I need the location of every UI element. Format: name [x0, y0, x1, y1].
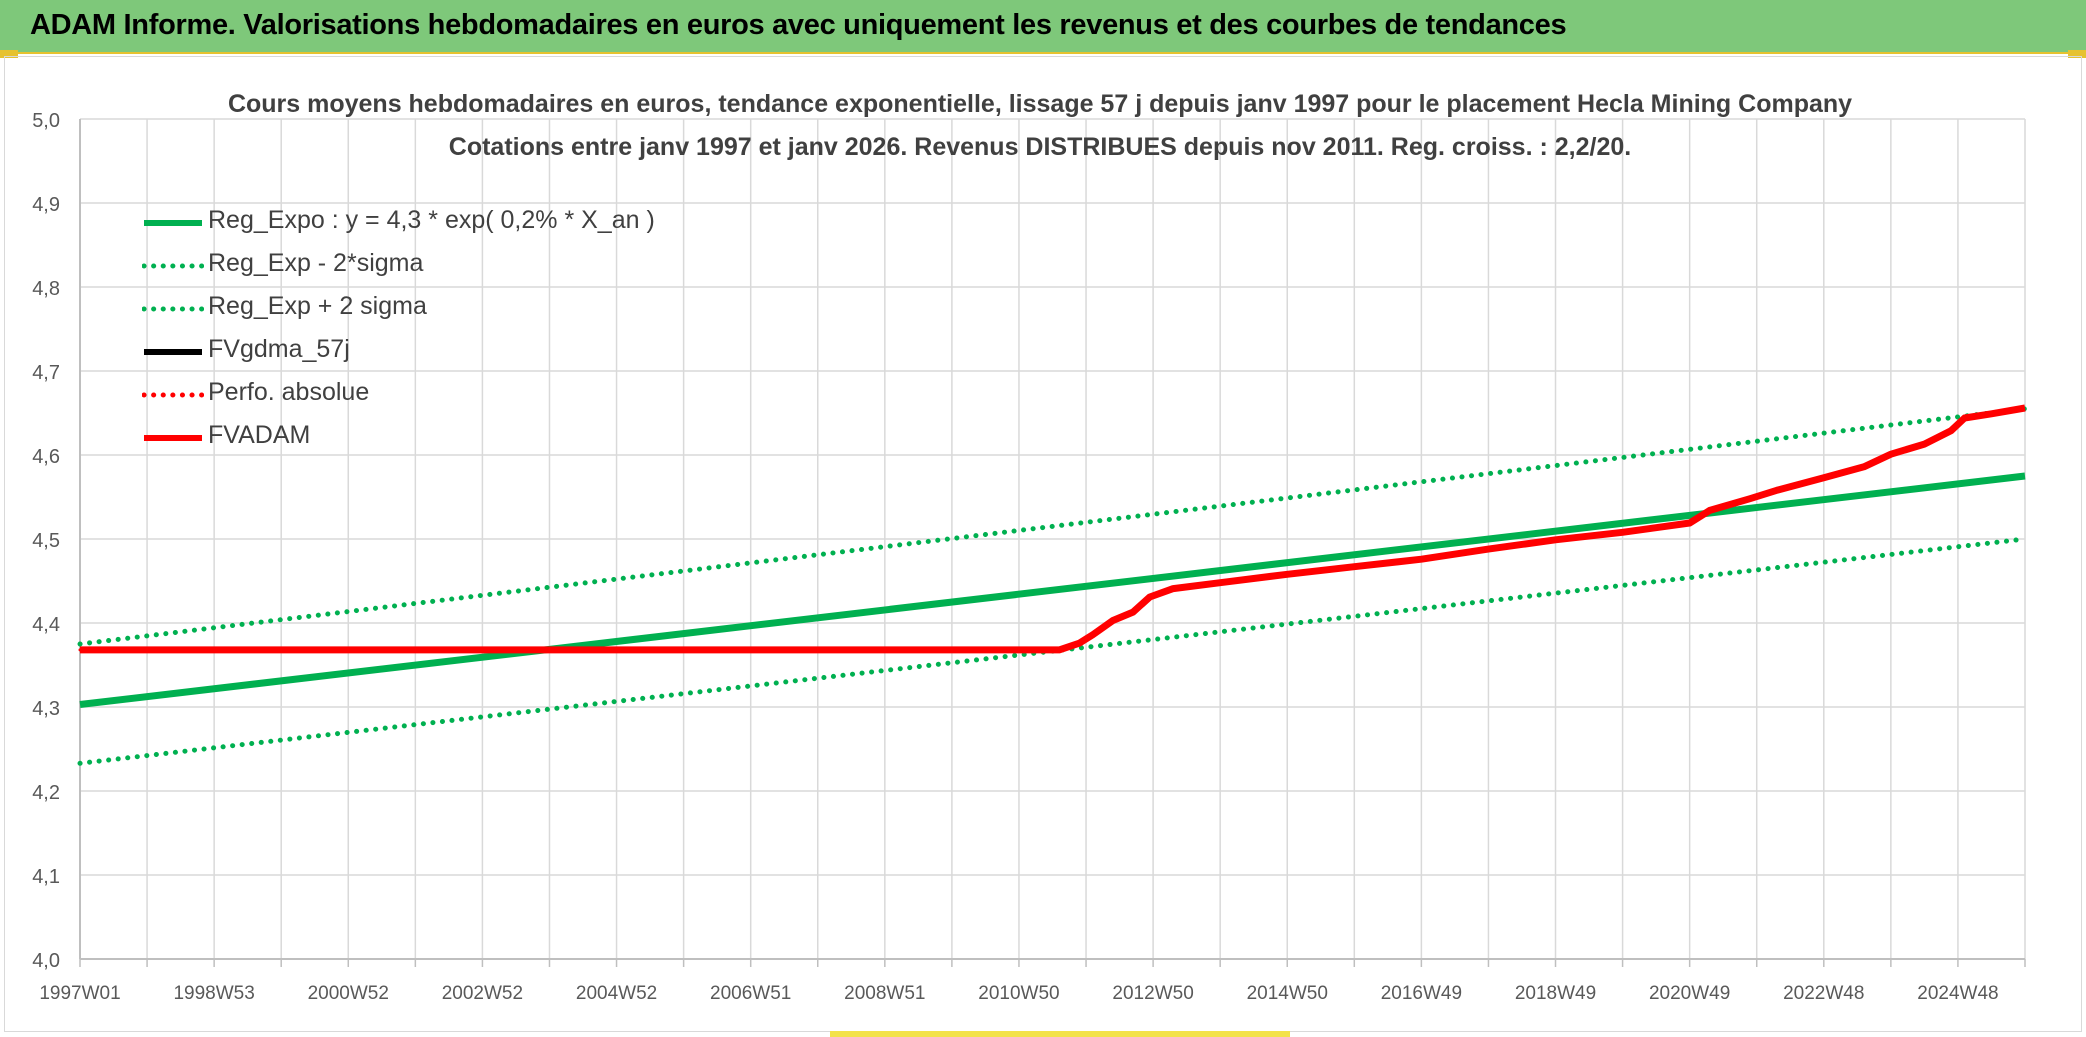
x-tick-label: 2018W49 [1515, 983, 1596, 1004]
x-tick-label: 2010W50 [978, 983, 1059, 1004]
chart-subtitle: Cotations entre janv 1997 et janv 2026. … [449, 133, 1631, 161]
x-tick-label: 2020W49 [1649, 983, 1730, 1004]
y-tick-label: 4,4 [32, 614, 60, 636]
x-axis-ticks: 1997W01 1998W53 2000W52 2002W52 2004W52 2006W… [39, 983, 1998, 1004]
x-tick-label: 2006W51 [710, 983, 791, 1004]
series-line-5 [80, 404, 2026, 654]
y-tick-label: 4,0 [32, 950, 60, 972]
x-tick-label: 1997W01 [39, 983, 120, 1004]
x-tick-label: 2008W51 [844, 983, 925, 1004]
y-tick-label: 4,9 [32, 194, 60, 216]
y-tick-label: 4,5 [32, 530, 60, 552]
legend-swatch [144, 349, 202, 355]
legend-swatch [142, 306, 204, 312]
y-tick-label: 4,3 [32, 698, 60, 720]
legend-swatch [142, 263, 204, 269]
x-tick-label: 2022W48 [1783, 983, 1864, 1004]
series-line-4 [78, 406, 2027, 652]
report-header: ADAM Informe. Valorisations hebdomadaire… [0, 0, 2086, 54]
x-tick-label: 2002W52 [442, 983, 523, 1004]
y-tick-label: 4,2 [32, 782, 60, 804]
legend-label: FVADAM [208, 421, 311, 449]
grid [79, 118, 2026, 967]
y-tick-label: 5,0 [32, 110, 60, 132]
legend-swatch [144, 435, 202, 441]
chart-title: Cours moyens hebdomadaires en euros, ten… [228, 90, 1852, 118]
x-tick-label: 2016W49 [1381, 983, 1462, 1004]
x-tick-label: 2012W50 [1112, 983, 1193, 1004]
x-tick-label: 2004W52 [576, 983, 657, 1004]
x-tick-label: 2014W50 [1247, 983, 1328, 1004]
report-title: ADAM Informe. Valorisations hebdomadaire… [30, 9, 1567, 41]
bottom-strip [830, 1031, 1290, 1037]
y-axis-ticks: 4,0 4,1 4,2 4,3 4,4 4,5 4,6 4,7 4,8 4,9 5,0 [32, 110, 60, 972]
series [77, 404, 2028, 766]
legend-label: Perfo. absolue [208, 378, 370, 406]
corner-mark-left [0, 50, 18, 58]
series-line-3 [80, 407, 2026, 652]
y-tick-label: 4,1 [32, 866, 60, 888]
x-tick-label: 2000W52 [308, 983, 389, 1004]
series-line-0 [79, 472, 2026, 708]
x-tick-label: 1998W53 [173, 983, 254, 1004]
legend-label: FVgdma_57j [208, 335, 350, 363]
y-tick-label: 4,7 [32, 362, 60, 384]
legend-label: Reg_Exp - 2*sigma [208, 249, 424, 277]
y-tick-label: 4,6 [32, 446, 60, 468]
series-line-2 [77, 406, 2028, 647]
x-tick-label: 2024W48 [1917, 983, 1998, 1004]
y-tick-label: 4,8 [32, 278, 60, 300]
legend-swatch [144, 220, 202, 226]
corner-mark-right [2068, 50, 2086, 58]
legend-label: Reg_Expo : y = 4,3 * exp( 0,2% * X_an ) [208, 206, 655, 234]
legend-swatch [142, 392, 204, 398]
legend-label: Reg_Exp + 2 sigma [208, 292, 427, 320]
